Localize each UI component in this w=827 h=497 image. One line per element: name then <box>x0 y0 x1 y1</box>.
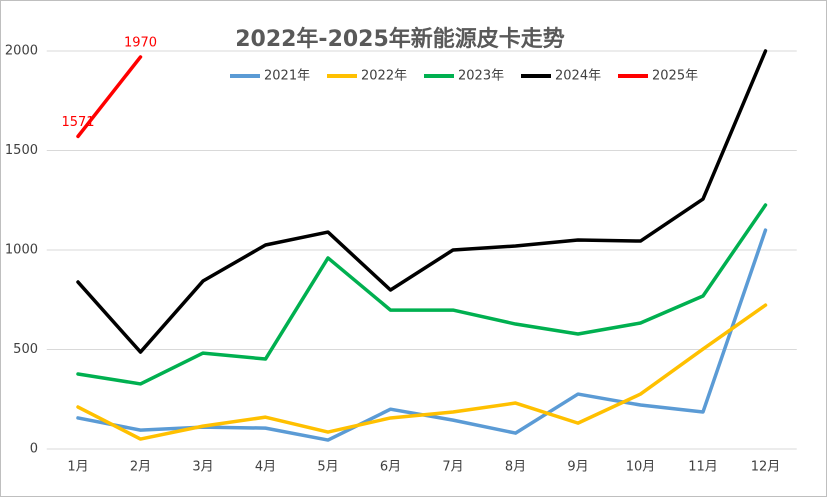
legend-label: 2021年 <box>264 69 310 84</box>
legend-label: 2022年 <box>361 69 407 84</box>
legend-label: 2024年 <box>555 69 601 84</box>
x-tick-label: 3月 <box>192 460 213 475</box>
x-tick-label: 10月 <box>626 460 656 475</box>
y-tick-label: 1000 <box>5 243 38 258</box>
data-label: 1571 <box>61 115 94 130</box>
y-tick-label: 0 <box>30 442 38 457</box>
x-tick-label: 1月 <box>67 460 88 475</box>
x-tick-label: 9月 <box>567 460 588 475</box>
y-tick-label: 2000 <box>5 44 38 59</box>
legend-label: 2023年 <box>458 69 504 84</box>
x-tick-label: 5月 <box>317 460 338 475</box>
series-line <box>76 49 768 354</box>
chart-title: 2022年-2025年新能源皮卡走势 <box>235 26 565 52</box>
legend-label: 2025年 <box>652 69 698 84</box>
y-tick-label: 1500 <box>5 143 38 158</box>
y-tick-label: 500 <box>13 342 38 357</box>
x-tick-label: 8月 <box>505 460 526 475</box>
x-tick-label: 2月 <box>130 460 151 475</box>
x-tick-label: 11月 <box>688 460 718 475</box>
series-line <box>76 55 143 139</box>
data-label: 1970 <box>124 35 157 50</box>
series-line <box>76 303 768 441</box>
x-tick-label: 4月 <box>255 460 276 475</box>
series-line <box>76 203 768 386</box>
x-tick-label: 6月 <box>380 460 401 475</box>
x-tick-label: 7月 <box>442 460 463 475</box>
x-tick-label: 12月 <box>751 460 781 475</box>
